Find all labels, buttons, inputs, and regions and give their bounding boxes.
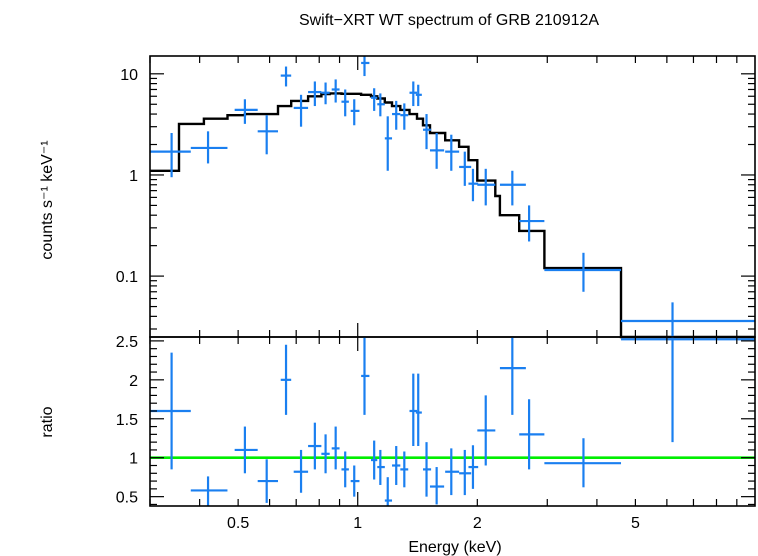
spectrum-data-point (384, 116, 393, 171)
ratio-data-point (519, 399, 545, 470)
ratio-data-point (350, 465, 360, 497)
spectrum-data-point (392, 100, 401, 130)
ratio-y-tick-label: 1 (129, 451, 138, 468)
ratio-data-point (415, 373, 422, 447)
x-tick-label: 5 (631, 515, 640, 532)
ratio-y-tick-label: 0.5 (116, 490, 138, 507)
ratio-data-point (361, 337, 370, 415)
ratio-data-point (409, 373, 418, 447)
ratio-panel: 0.5 1 1.5 2 2.5 0.5 1 2 5 (116, 334, 756, 532)
ratio-data-point (445, 448, 460, 496)
ratio-data-point (331, 426, 340, 470)
spectrum-data-point (331, 79, 340, 103)
ratio-y-axis-label: ratio (39, 406, 56, 437)
spectrum-data-point (445, 134, 460, 171)
ratio-data-point (371, 440, 378, 480)
ratio-ticks: 0.5 1 1.5 2 2.5 0.5 1 2 5 (116, 334, 755, 532)
model-step-line (150, 92, 755, 339)
ratio-data-point (400, 451, 409, 488)
ratio-marks (150, 337, 755, 506)
spectrum-data-point (280, 66, 292, 87)
spectrum-y-tick-label: 1 (129, 168, 138, 185)
ratio-data-point (621, 337, 755, 443)
spectrum-data-point (371, 88, 378, 111)
ratio-y-tick-label: 2.5 (116, 334, 138, 351)
ratio-data-point (234, 426, 258, 474)
ratio-data-point (280, 344, 292, 415)
spectrum-data-point (293, 94, 309, 127)
x-tick-label: 1 (353, 515, 362, 532)
ratio-data-point (392, 446, 401, 485)
x-tick-label: 2 (473, 515, 482, 532)
spectrum-y-tick-label: 0.1 (116, 269, 138, 286)
ratio-data-point (477, 395, 496, 466)
spectrum-data-point (341, 89, 349, 117)
spectrum-data-point (150, 132, 191, 178)
ratio-data-point (459, 449, 472, 496)
spectrum-data-point (468, 168, 479, 202)
spectrum-ticks: 0.1 1 10 (116, 56, 755, 337)
ratio-data-point (423, 442, 432, 497)
spectrum-data-point (415, 84, 422, 107)
spectrum-frame (149, 55, 756, 338)
ratio-data-point (468, 445, 479, 489)
ratio-data-point (429, 467, 445, 505)
ratio-y-tick-label: 1.5 (116, 412, 138, 429)
spectrum-panel: 0.1 1 10 (116, 55, 756, 339)
spectrum-data-point (190, 131, 228, 164)
spectrum-data-point (321, 82, 330, 105)
ratio-data-point (257, 459, 279, 503)
ratio-y-tick-label: 2 (129, 373, 138, 390)
spectrum-y-axis-label: counts s⁻¹ keV⁻¹ (39, 140, 56, 259)
ratio-data-point (190, 476, 228, 506)
spectrum-data-point (400, 103, 409, 130)
spectrum-data-point (499, 170, 526, 206)
spectrum-data-point (409, 81, 418, 107)
ratio-data-point (377, 449, 385, 485)
spectrum-marks (150, 56, 755, 339)
spectrum-data-point (377, 93, 385, 117)
spectrum-data-point (459, 151, 472, 186)
spectrum-data-point (361, 56, 370, 77)
ratio-frame (149, 336, 756, 507)
spectrum-data-point (350, 99, 360, 126)
spectrum-data-point (621, 302, 755, 337)
spectrum-y-tick-label: 10 (120, 67, 138, 84)
spectrum-data-point (544, 252, 622, 292)
ratio-data-point (384, 477, 393, 506)
ratio-data-point (341, 451, 349, 488)
spectrum-data-point (429, 132, 445, 169)
ratio-data-point (293, 449, 309, 493)
x-tick-label: 0.5 (227, 515, 249, 532)
spectrum-data-point (257, 115, 279, 155)
spectrum-data-point (308, 81, 322, 107)
spectrum-data-point (234, 99, 258, 124)
spectrum-data-point (519, 205, 545, 242)
spectrum-data-point (423, 114, 432, 150)
chart-title: Swift−XRT WT spectrum of GRB 210912A (299, 12, 599, 29)
ratio-data-point (321, 434, 330, 474)
x-axis-label: Energy (keV) (408, 539, 501, 556)
ratio-data-point (544, 438, 622, 488)
ratio-data-point (308, 422, 322, 470)
ratio-data-point (499, 337, 526, 415)
spectrum-data-point (477, 168, 496, 206)
